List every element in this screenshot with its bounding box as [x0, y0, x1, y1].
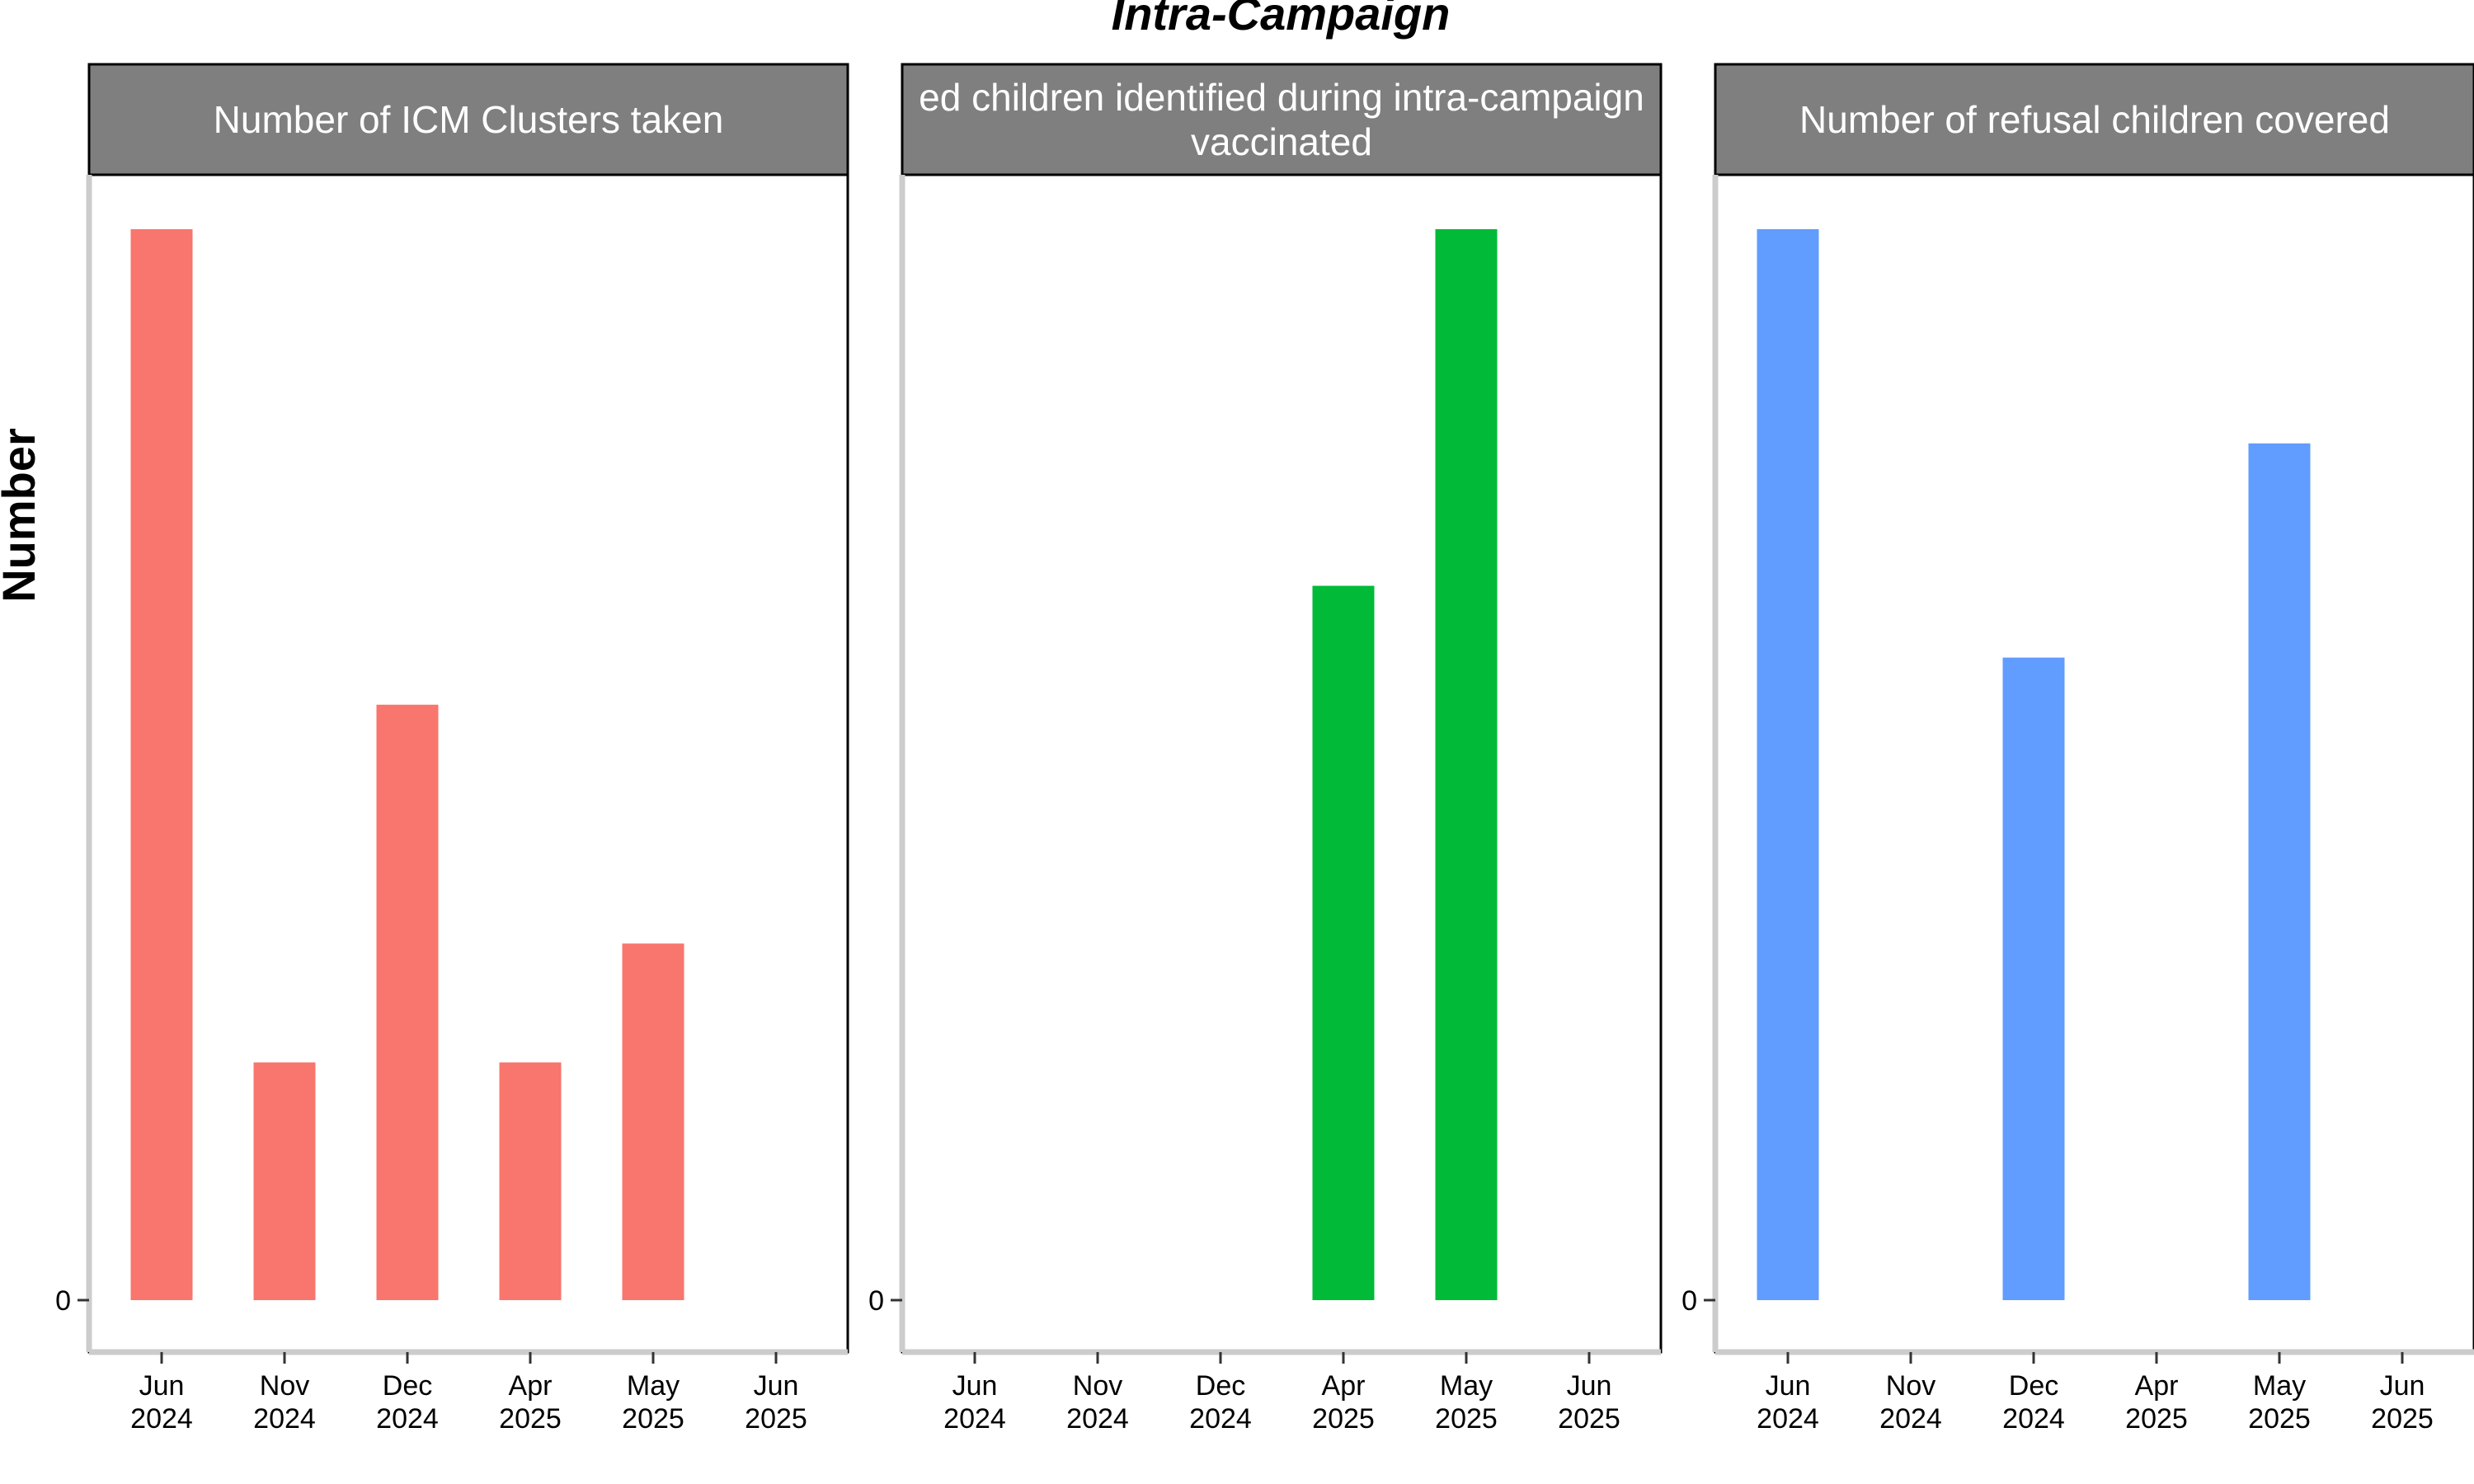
bar: [253, 1062, 316, 1300]
facet-panel-3: Number of refusal children covered0Jun20…: [1681, 63, 2474, 1435]
x-tick-label: 2025: [499, 1403, 562, 1435]
x-tick-label: 2024: [943, 1403, 1006, 1435]
x-tick-label: 2024: [376, 1403, 439, 1435]
bar: [499, 1062, 562, 1300]
facet-strip-background: [87, 63, 849, 176]
x-tick-label: 2025: [622, 1403, 684, 1435]
x-tick-label: 2025: [2125, 1403, 2188, 1435]
facet-strip-title: Number of refusal children covered: [1799, 98, 2390, 141]
bar: [1312, 585, 1375, 1300]
x-tick-label: Dec: [1196, 1370, 1245, 1402]
facet-panel-1: Number of ICM Clusters taken0Jun2024Nov2…: [55, 63, 849, 1435]
x-tick-label: Jun: [2380, 1370, 2425, 1402]
bar: [622, 943, 684, 1300]
x-tick-label: 2025: [2371, 1403, 2434, 1435]
bar: [376, 704, 439, 1300]
x-tick-label: 2024: [1066, 1403, 1129, 1435]
x-tick-label: Apr: [2135, 1370, 2179, 1402]
x-tick-label: 2025: [2248, 1403, 2311, 1435]
x-tick-label: Jun: [139, 1370, 185, 1402]
bar: [1435, 229, 1498, 1300]
x-tick-label: Apr: [1322, 1370, 1366, 1402]
facet-strip-title: vaccinated: [1191, 120, 1372, 163]
x-tick-label: Dec: [383, 1370, 432, 1402]
x-tick-label: 2024: [1189, 1403, 1252, 1435]
x-tick-label: 2025: [745, 1403, 807, 1435]
x-tick-label: Jun: [1766, 1370, 1811, 1402]
x-tick-label: Nov: [1886, 1370, 1935, 1402]
bar: [2002, 657, 2065, 1300]
facet-panels: Number of ICM Clusters taken0Jun2024Nov2…: [55, 63, 2474, 1435]
x-tick-label: Jun: [952, 1370, 998, 1402]
x-tick-label: 2025: [1435, 1403, 1498, 1435]
y-tick-label: 0: [1681, 1285, 1697, 1317]
x-tick-label: 2024: [253, 1403, 316, 1435]
x-tick-label: 2024: [130, 1403, 193, 1435]
y-tick-label: 0: [868, 1285, 884, 1317]
chart-title: Intra-Campaign: [1112, 0, 1451, 40]
y-tick-label: 0: [55, 1285, 71, 1317]
x-tick-label: 2024: [1757, 1403, 1819, 1435]
x-tick-label: May: [1440, 1370, 1493, 1402]
x-tick-label: 2024: [1879, 1403, 1942, 1435]
x-tick-label: 2025: [1558, 1403, 1620, 1435]
facet-strip-title: ed children identified during intra-camp…: [919, 76, 1644, 119]
bar: [2248, 443, 2311, 1300]
x-tick-label: Jun: [754, 1370, 799, 1402]
facet-strip-title: Number of ICM Clusters taken: [214, 98, 724, 141]
bar: [130, 229, 193, 1300]
x-tick-label: May: [627, 1370, 680, 1402]
x-tick-label: 2024: [2002, 1403, 2065, 1435]
x-tick-label: Nov: [1073, 1370, 1122, 1402]
x-tick-label: Apr: [509, 1370, 553, 1402]
x-tick-label: Jun: [1567, 1370, 1612, 1402]
y-axis-label: Number: [0, 428, 45, 603]
x-tick-label: 2025: [1312, 1403, 1375, 1435]
facet-panel-2: ed children identified during intra-camp…: [868, 63, 1663, 1435]
x-tick-label: May: [2253, 1370, 2306, 1402]
bar: [1757, 229, 1819, 1300]
x-tick-label: Dec: [2009, 1370, 2058, 1402]
x-tick-label: Nov: [260, 1370, 309, 1402]
